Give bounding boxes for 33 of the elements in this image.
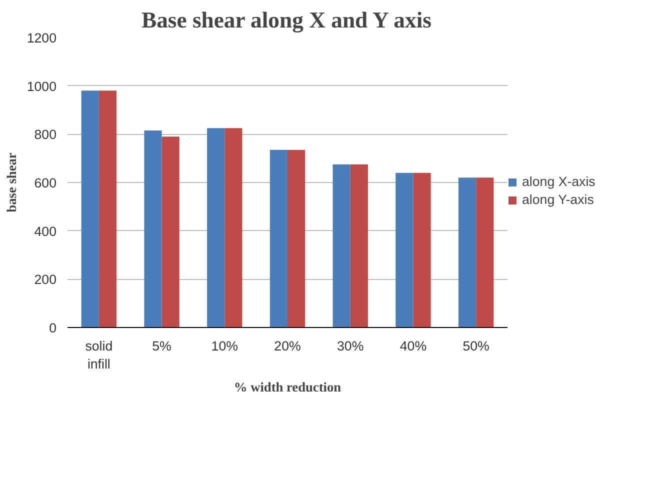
bar [350, 164, 368, 328]
legend-label: along Y-axis [522, 192, 594, 207]
x-tick-label: 30% [337, 338, 364, 354]
chart-title: Base shear along X and Y axis [141, 8, 432, 32]
x-axis-title: % width reduction [234, 380, 342, 394]
y-tick-label: 1200 [26, 30, 57, 46]
x-tick-label: 40% [400, 338, 427, 354]
bar [396, 172, 414, 328]
bar [458, 178, 476, 328]
y-axis-title: base shear [4, 152, 19, 212]
y-tick-label: 400 [34, 224, 57, 239]
x-tick-label: 10% [211, 338, 238, 354]
y-tick-label: 0 [49, 320, 57, 336]
bar [81, 90, 99, 328]
y-tick-label: 1000 [26, 78, 57, 94]
bar [98, 90, 117, 328]
x-tick-label: 50% [462, 338, 490, 354]
bar [162, 136, 180, 328]
bar [476, 178, 494, 328]
bar [288, 150, 306, 328]
x-tick-label: 20% [274, 338, 301, 354]
bar [144, 130, 162, 328]
bar [270, 150, 288, 328]
y-tick-label: 600 [34, 176, 57, 190]
bar [413, 172, 431, 328]
legend-label: along X-axis [522, 174, 596, 189]
y-tick-label: 200 [34, 272, 57, 288]
bar [207, 128, 225, 328]
bar [332, 164, 350, 328]
bar [224, 128, 242, 328]
x-tick-label: solid infill [85, 338, 113, 372]
y-tick-label: 800 [34, 127, 57, 142]
x-tick-label: 5% [152, 338, 172, 354]
